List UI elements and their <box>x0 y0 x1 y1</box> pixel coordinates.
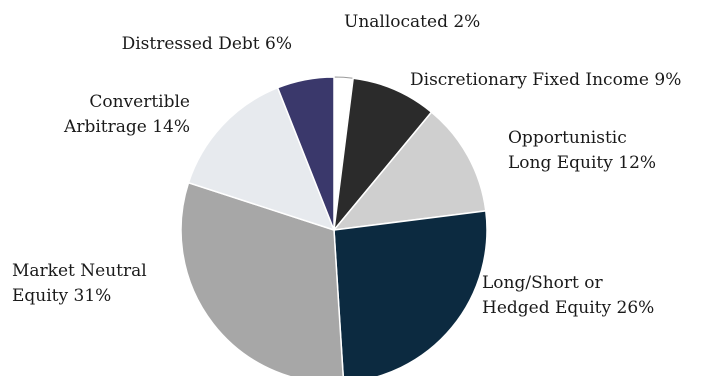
slice-label-3: Long/Short or Hedged Equity 26% <box>482 273 654 318</box>
pie-slices <box>180 76 488 376</box>
slice-label-line: Market Neutral <box>12 261 147 281</box>
pie-slice-5 <box>187 86 336 232</box>
slice-label-6: Distressed Debt 6% <box>122 34 292 54</box>
slice-label-0: Unallocated 2% <box>344 12 480 32</box>
slice-label-line: Convertible <box>89 92 190 112</box>
slice-label-line: Opportunistic <box>508 128 627 148</box>
slice-label-line: Long Equity 12% <box>508 153 656 173</box>
pie-slice-3 <box>333 209 488 376</box>
slice-label-line: Arbitrage 14% <box>63 117 190 137</box>
slice-label-1: Discretionary Fixed Income 9% <box>410 70 681 90</box>
slice-label-line: Discretionary Fixed Income 9% <box>410 70 681 90</box>
slice-label-line: Unallocated 2% <box>344 12 480 32</box>
slice-label-2: Opportunistic Long Equity 12% <box>508 128 656 173</box>
slice-label-4: Market Neutral Equity 31% <box>12 261 147 306</box>
slice-label-line: Distressed Debt 6% <box>122 34 292 54</box>
slice-label-line: Equity 31% <box>12 286 111 306</box>
pie-slice-2 <box>332 111 487 231</box>
slice-label-line: Hedged Equity 26% <box>482 298 654 318</box>
pie-slice-4 <box>180 181 344 376</box>
pie-slice-6 <box>276 76 335 231</box>
pie-slice-1 <box>332 77 433 233</box>
slice-label-5: Convertible Arbitrage 14% <box>63 92 190 137</box>
slice-label-line: Long/Short or <box>482 273 604 293</box>
slice-labels: Unallocated 2% Discretionary Fixed Income… <box>12 12 681 318</box>
